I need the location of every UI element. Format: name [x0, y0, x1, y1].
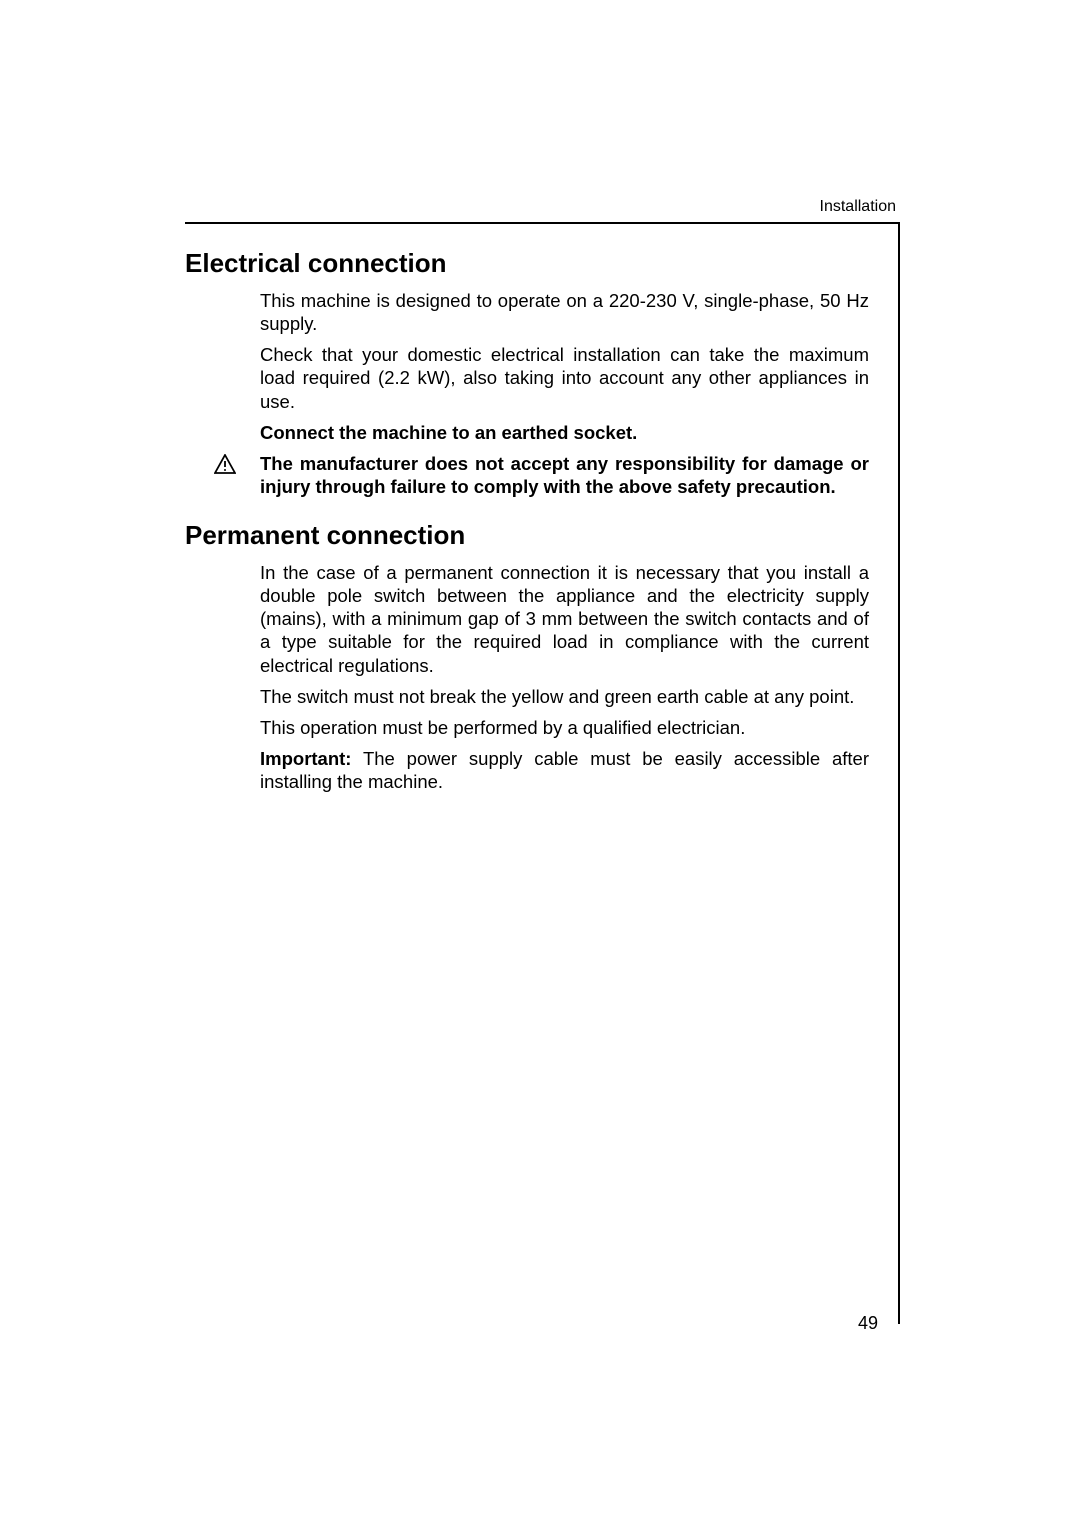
- warning-text: The manufacturer does not accept any res…: [260, 452, 869, 498]
- body-paragraph-bold: Connect the machine to an earthed socket…: [260, 421, 869, 444]
- page-number: 49: [858, 1313, 878, 1334]
- body-paragraph: The switch must not break the yellow and…: [260, 685, 869, 708]
- body-paragraph: In the case of a permanent connection it…: [260, 561, 869, 677]
- warning-row: The manufacturer does not accept any res…: [185, 452, 869, 498]
- warning-icon-wrap: [185, 452, 260, 479]
- warning-triangle-icon: [214, 454, 236, 474]
- page-content: Electrical connection This machine is de…: [185, 248, 869, 801]
- body-paragraph: Check that your domestic electrical inst…: [260, 343, 869, 412]
- body-paragraph-important: Important: The power supply cable must b…: [260, 747, 869, 793]
- section-heading-permanent: Permanent connection: [185, 520, 869, 551]
- page-header-label: Installation: [820, 198, 897, 216]
- important-label: Important:: [260, 748, 351, 769]
- body-paragraph: This operation must be performed by a qu…: [260, 716, 869, 739]
- section-heading-electrical: Electrical connection: [185, 248, 869, 279]
- important-text: The power supply cable must be easily ac…: [260, 748, 869, 792]
- body-paragraph: This machine is designed to operate on a…: [260, 289, 869, 335]
